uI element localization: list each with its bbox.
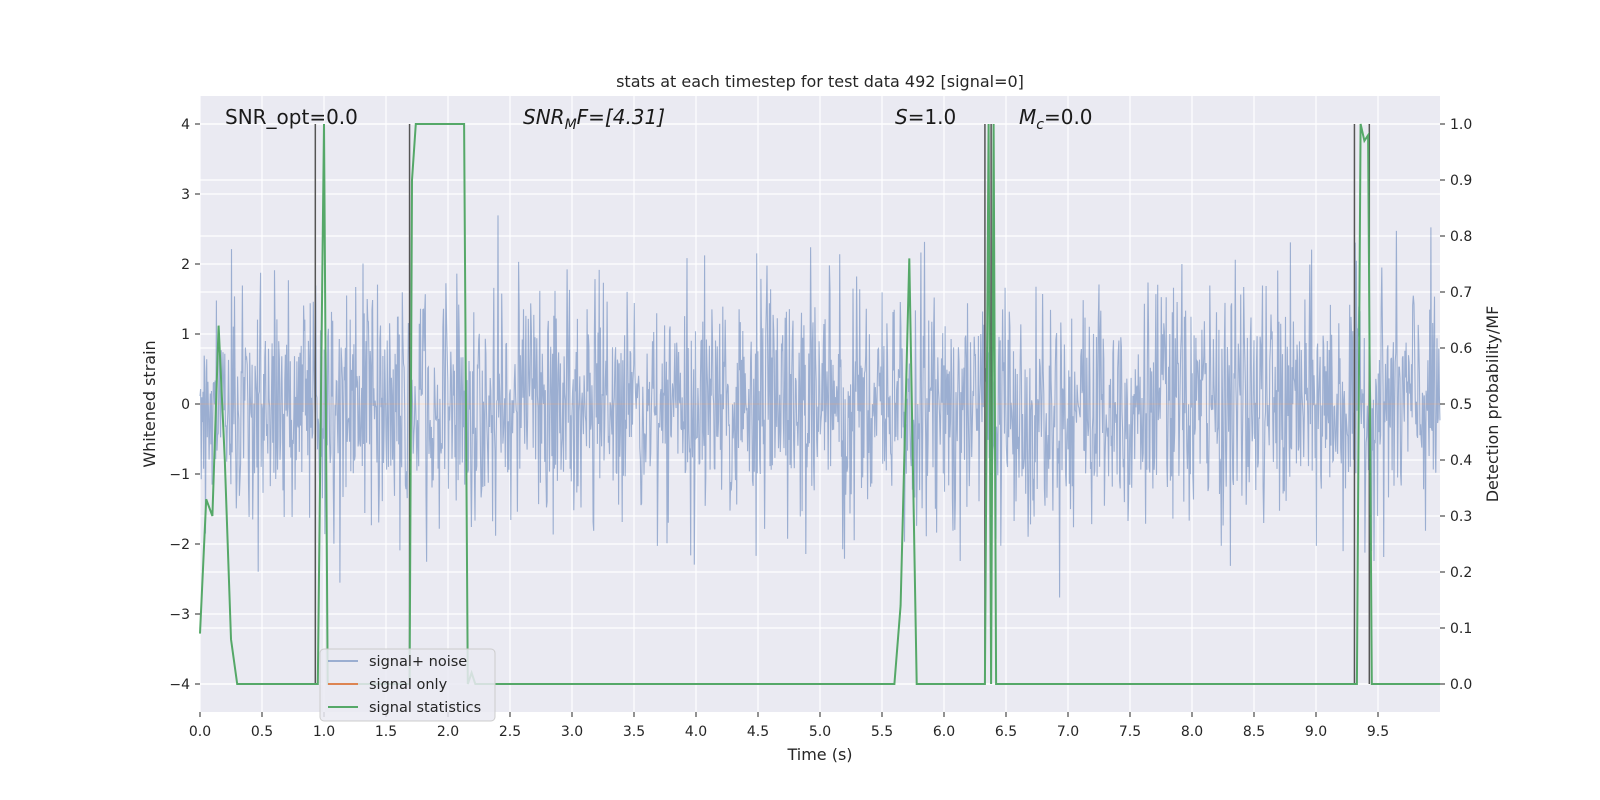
x-tick-label-11: 5.5 (871, 724, 893, 740)
annotation-mc: Mc=0.0 (1019, 105, 1093, 133)
signal-noise-series (199, 215, 1441, 598)
x-tick-label-14: 7.0 (1057, 724, 1079, 740)
y2-tick-label-8: 0.8 (1450, 229, 1472, 245)
x-tick-label-9: 4.5 (747, 724, 769, 740)
annotation-mc-base: M (1019, 105, 1036, 129)
y-tick-label-8: 4 (181, 117, 190, 133)
legend-box (319, 648, 496, 722)
y2-tick-label-9: 0.9 (1450, 173, 1472, 189)
annotation-s: S=1.0 (895, 105, 956, 129)
y2-tick-label-5: 0.5 (1450, 397, 1472, 413)
x-tick-label-16: 8.0 (1181, 724, 1203, 740)
annotation-snr-mf-rest: F=[4.31] (577, 105, 665, 129)
y2-tick-label-4: 0.4 (1450, 453, 1472, 469)
annotation-s-italic: S (895, 105, 908, 129)
y2-tick-label-3: 0.3 (1450, 509, 1472, 525)
x-tick-label-17: 8.5 (1243, 724, 1265, 740)
annotation-snr-mf-sub: M (565, 117, 577, 133)
legend-label-statistics: signal statistics (369, 700, 481, 716)
annotation-snr-mf: SNRMF=[4.31] (523, 105, 665, 133)
x-tick-label-18: 9.0 (1305, 724, 1327, 740)
annotation-mc-rest: =0.0 (1044, 105, 1093, 129)
y2-tick-label-7: 0.7 (1450, 285, 1472, 301)
y2-axis-ticks: 0.0 0.1 0.2 0.3 0.4 0.5 0.6 0.7 0.8 0.9 1.0 (1440, 117, 1472, 693)
y2-tick-label-2: 0.2 (1450, 565, 1472, 581)
x-tick-label-12: 6.0 (933, 724, 955, 740)
annotation-snr-mf-base: SNR (523, 105, 565, 129)
x-tick-label-13: 6.5 (995, 724, 1017, 740)
y-axis-ticks: −4 −3 −2 −1 0 1 2 3 4 (169, 117, 200, 693)
chart-title: stats at each timestep for test data 492… (616, 72, 1024, 91)
x-tick-label-3: 1.5 (375, 724, 397, 740)
y2-axis-label: Detection probability/MF (1483, 306, 1502, 503)
y-tick-label-6: 2 (181, 257, 190, 273)
x-tick-label-15: 7.5 (1119, 724, 1141, 740)
x-tick-label-1: 0.5 (251, 724, 273, 740)
annotation-mc-sub: c (1036, 117, 1044, 133)
y2-tick-label-1: 0.1 (1450, 621, 1472, 637)
x-tick-label-0: 0.0 (189, 724, 211, 740)
x-tick-label-4: 2.0 (437, 724, 459, 740)
legend-label-signal-only: signal only (369, 677, 448, 693)
noise-line (199, 215, 1441, 598)
annotation-snr-opt: SNR_opt=0.0 (225, 105, 358, 129)
x-tick-label-2: 1.0 (313, 724, 335, 740)
y-tick-label-2: −2 (169, 537, 190, 553)
y2-tick-label-10: 1.0 (1450, 117, 1472, 133)
x-axis-ticks: 0.0 0.5 1.0 1.5 2.0 2.5 3.0 3.5 4.0 4.5 5.0 5.5 6.0 6… (189, 712, 1389, 740)
x-tick-label-7: 3.5 (623, 724, 645, 740)
annotation-s-rest: =1.0 (908, 105, 957, 129)
y-tick-label-7: 3 (181, 187, 190, 203)
legend-label-noise: signal+ noise (369, 654, 467, 670)
y-tick-label-0: −4 (169, 677, 190, 693)
x-axis-label: Time (s) (786, 745, 852, 764)
y2-tick-label-0: 0.0 (1450, 677, 1472, 693)
x-tick-label-19: 9.5 (1367, 724, 1389, 740)
y-tick-label-1: −3 (169, 607, 190, 623)
x-tick-label-6: 3.0 (561, 724, 583, 740)
x-tick-label-5: 2.5 (499, 724, 521, 740)
y-axis-label: Whitened strain (140, 340, 159, 467)
y-tick-label-5: 1 (181, 327, 190, 343)
x-tick-label-10: 5.0 (809, 724, 831, 740)
legend: signal+ noise signal only signal statist… (319, 648, 496, 722)
x-tick-label-8: 4.0 (685, 724, 707, 740)
y-tick-label-3: −1 (169, 467, 190, 483)
y-tick-label-4: 0 (181, 397, 190, 413)
y2-tick-label-6: 0.6 (1450, 341, 1472, 357)
